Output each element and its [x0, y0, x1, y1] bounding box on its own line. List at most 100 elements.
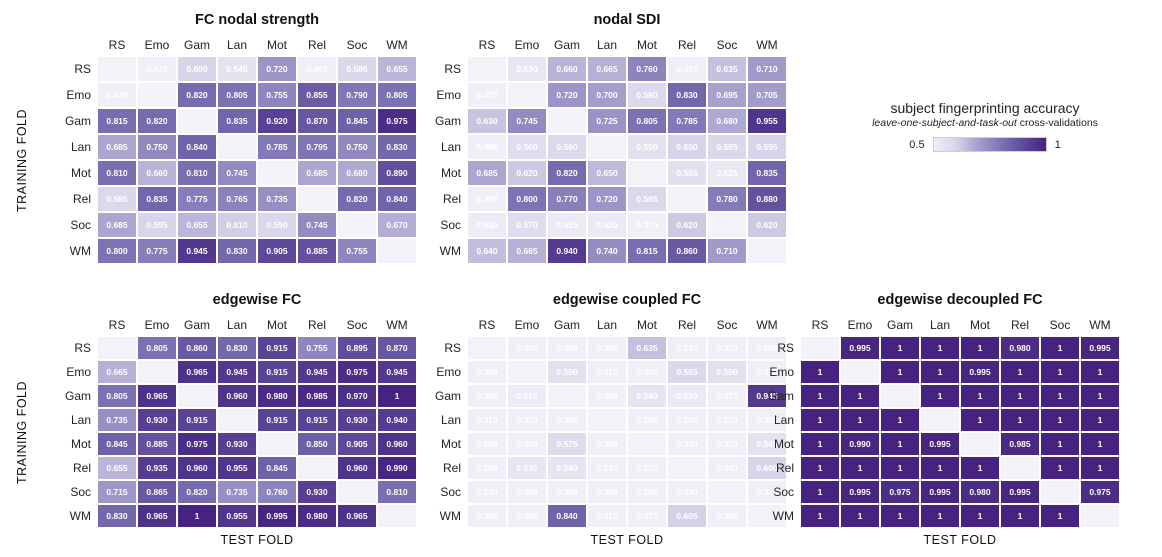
colorbar-min-tick: 0.5 [909, 138, 925, 151]
matrix-cell: 0.770 [547, 186, 587, 212]
matrix-cell: 0.585 [707, 134, 747, 160]
matrix-cell: 0.600 [667, 134, 707, 160]
row-header-soc: Soc [70, 218, 91, 232]
col-header-mot: Mot [969, 318, 990, 332]
matrix-cell: 0.955 [217, 456, 257, 480]
matrix-cell: 1 [840, 408, 880, 432]
matrix-cell: 0.720 [257, 56, 297, 82]
training-fold-axis-label-top: TRAINING FOLD [15, 108, 29, 212]
matrix-cell: 0.885 [297, 238, 337, 264]
heatmap-title: edgewise FC [212, 292, 302, 308]
matrix-cell: 0.940 [377, 408, 417, 432]
matrix-cell: - [507, 82, 547, 108]
matrix-cell: - [707, 480, 747, 504]
matrix-cell: 1 [960, 408, 1000, 432]
matrix-cell: 0.655 [97, 456, 137, 480]
matrix-cell: 0.265 [627, 480, 667, 504]
row-header-lan: Lan [440, 413, 461, 427]
matrix-cell: - [587, 408, 627, 432]
matrix-cell: - [547, 384, 587, 408]
heatmap-grid: RS Emo Gam Lan Mot Rel Soc WM RS -0.425 0.490 0.385… [429, 314, 787, 528]
col-header-soc: Soc [1049, 318, 1071, 332]
heatmap-fc-nodal-strength: FC nodal strength RS Emo Gam Lan Mot Rel Soc WM… [59, 8, 417, 264]
matrix-cell: 1 [920, 504, 960, 528]
row-header-lan: Lan [773, 413, 794, 427]
matrix-cell: 1 [1000, 504, 1040, 528]
matrix-cell: 0.960 [337, 456, 377, 480]
matrix-cell: 1 [800, 504, 840, 528]
row-header-rel: Rel [72, 461, 91, 475]
row-header-wm: WM [69, 509, 91, 523]
matrix-cell: 0.385 [747, 408, 787, 432]
matrix-cell: 0.585 [337, 56, 377, 82]
matrix-cell: 0.995 [840, 336, 880, 360]
matrix-cell: 0.390 [587, 432, 627, 456]
matrix-cell: 1 [1040, 360, 1080, 384]
matrix-cell: 1 [960, 336, 1000, 360]
matrix-cell: 0.455 [507, 504, 547, 528]
legend-subtitle-italic: leave-one-subject-and-task-out [872, 117, 1017, 129]
matrix-cell: 0.765 [217, 186, 257, 212]
matrix-cell: - [377, 504, 417, 528]
matrix-cell: 0.620 [667, 212, 707, 238]
matrix-cell: - [747, 238, 787, 264]
row-header-rel: Rel [442, 461, 461, 475]
matrix-cell: 0.755 [257, 82, 297, 108]
test-fold-axis-label-middle: TEST FOLD [590, 533, 664, 547]
matrix-cell: - [97, 56, 137, 82]
matrix-cell: 0.545 [217, 56, 257, 82]
matrix-cell: 0.785 [667, 108, 707, 134]
matrix-cell: 0.830 [667, 82, 707, 108]
row-header-wm: WM [69, 244, 91, 258]
matrix-cell: 0.830 [377, 134, 417, 160]
matrix-cell: - [217, 408, 257, 432]
matrix-cell: 0.965 [137, 384, 177, 408]
matrix-cell: 0.385 [467, 186, 507, 212]
row-header-lan: Lan [70, 413, 91, 427]
matrix-cell: 0.830 [217, 336, 257, 360]
matrix-cell: 0.970 [337, 384, 377, 408]
matrix-cell: 1 [920, 384, 960, 408]
matrix-cell: 0.585 [97, 186, 137, 212]
training-fold-axis-label-bottom: TRAINING FOLD [15, 380, 29, 484]
matrix-cell: - [217, 134, 257, 160]
row-header-wm: WM [439, 509, 461, 523]
col-header-soc: Soc [346, 38, 368, 52]
col-header-mot: Mot [636, 318, 657, 332]
matrix-cell: 0.520 [667, 384, 707, 408]
matrix-cell: 1 [1040, 456, 1080, 480]
matrix-cell: 0.475 [707, 384, 747, 408]
matrix-cell: 1 [1080, 432, 1120, 456]
matrix-cell: 0.805 [377, 82, 417, 108]
matrix-cell: 0.500 [467, 432, 507, 456]
matrix-cell: 0.955 [217, 504, 257, 528]
heatmap-edgewise-decoupled-fc: edgewise decoupled FC RS Emo Gam Lan Mot Rel S… [762, 288, 1120, 528]
matrix-cell: 0.300 [587, 480, 627, 504]
matrix-cell: 0.840 [377, 186, 417, 212]
matrix-cell: - [377, 238, 417, 264]
matrix-cell: - [297, 456, 337, 480]
row-header-gam: Gam [767, 389, 794, 403]
matrix-cell: 0.580 [547, 134, 587, 160]
matrix-cell: 1 [960, 384, 1000, 408]
matrix-cell: 0.995 [960, 360, 1000, 384]
matrix-cell: 0.655 [377, 56, 417, 82]
matrix-cell: 0.830 [217, 238, 257, 264]
matrix-cell: 1 [920, 336, 960, 360]
matrix-cell: 1 [1080, 408, 1120, 432]
matrix-cell: 0.985 [297, 384, 337, 408]
row-header-emo: Emo [66, 88, 91, 102]
col-header-rel: Rel [677, 38, 696, 52]
heatmap-grid: RS Emo Gam Lan Mot Rel Soc WM RS -0.470 0.600 0.545… [59, 34, 417, 264]
matrix-cell: 0.550 [707, 360, 747, 384]
matrix-cell: 0.820 [137, 108, 177, 134]
matrix-cell: - [1000, 456, 1040, 480]
matrix-cell: 0.635 [627, 336, 667, 360]
matrix-cell: 0.800 [97, 238, 137, 264]
matrix-cell: - [840, 360, 880, 384]
matrix-cell: 0.710 [707, 238, 747, 264]
row-header-mot: Mot [70, 166, 91, 180]
col-header-soc: Soc [346, 318, 368, 332]
matrix-cell: 0.740 [587, 238, 627, 264]
matrix-cell: 0.680 [707, 108, 747, 134]
